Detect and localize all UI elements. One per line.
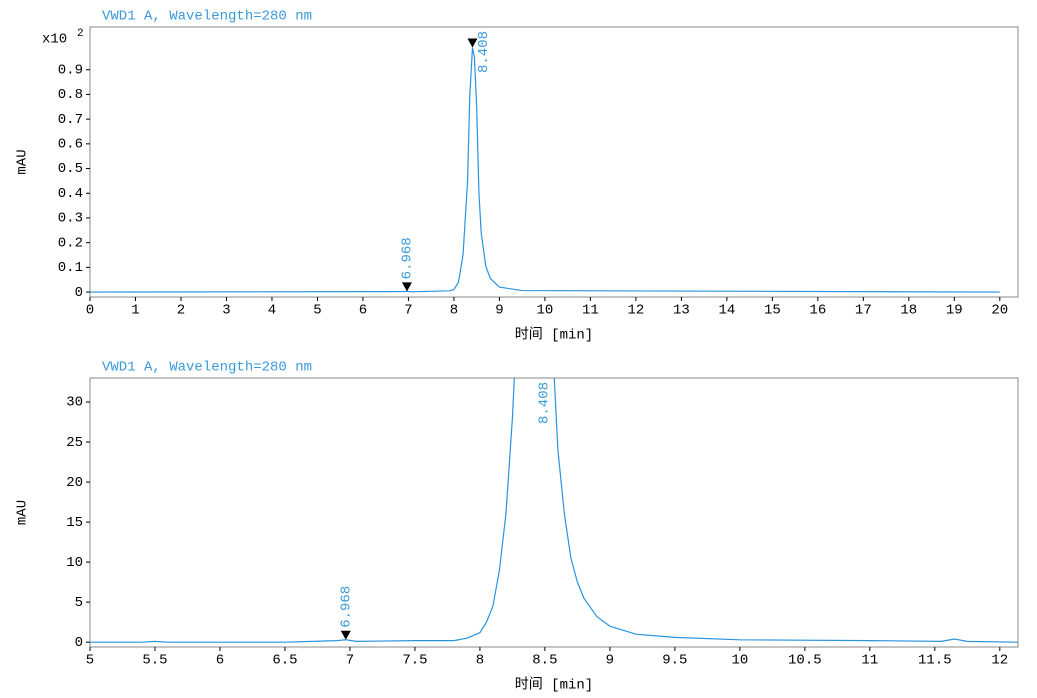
y-tick-label: 25 [66,435,83,451]
signal-line [90,47,1000,293]
x-tick-label: 8.5 [532,653,557,669]
y-tick-label: 15 [66,515,83,531]
peak-label: 6.968 [338,586,354,628]
y-tick-label: 0 [75,285,83,301]
y-tick-label: 0.1 [58,260,83,276]
x-tick-label: 3 [222,303,230,319]
x-tick-label: 14 [718,303,735,319]
x-tick-label: 5.5 [142,653,167,669]
x-tick-label: 6.5 [272,653,297,669]
y-tick-label: 0.3 [58,211,83,227]
x-tick-label: 9.5 [662,653,687,669]
x-tick-label: 0 [86,303,94,319]
chart-title: VWD1 A, Wavelength=280 nm [102,360,312,376]
x-tick-label: 4 [268,303,276,319]
x-tick-label: 16 [809,303,826,319]
x-tick-label: 20 [991,303,1008,319]
x-axis-label: 时间 [min] [515,677,593,694]
y-axis-label: mAU [15,149,31,174]
y-tick-label: 0.6 [58,137,83,153]
signal-line [90,378,1018,643]
plot-frame [89,377,1019,648]
x-tick-label: 10 [536,303,553,319]
y-tick-label: 0.7 [58,112,83,128]
peak-marker [340,630,351,640]
chart-title: VWD1 A, Wavelength=280 nm [102,9,312,25]
plot-frame [89,26,1019,298]
y-tick-label: 0.4 [58,186,83,202]
x-tick-label: 6 [216,653,224,669]
y-tick-label: 5 [75,595,83,611]
y-tick-label: 0 [75,635,83,651]
y-tick-label: 0.8 [58,87,83,103]
x-tick-label: 7 [404,303,412,319]
x-axis-label: 时间 [min] [515,327,593,344]
x-tick-label: 6 [359,303,367,319]
x-tick-label: 12 [627,303,644,319]
y-tick-label: 0.5 [58,161,83,177]
x-tick-label: 9 [495,303,503,319]
y-multiplier: x10 [42,32,67,48]
y-tick-label: 30 [66,395,83,411]
peak-label: 6.968 [400,237,416,279]
x-tick-label: 7.5 [402,653,427,669]
y-tick-label: 0.9 [58,62,83,78]
y-axis-label: mAU [15,500,31,525]
x-tick-label: 15 [764,303,781,319]
peak-label: 8.408 [476,31,492,73]
x-tick-label: 11 [861,653,878,669]
x-tick-label: 2 [177,303,185,319]
y-tick-label: 20 [66,475,83,491]
peak-marker [467,38,478,48]
x-tick-label: 10.5 [788,653,822,669]
peak-marker [401,282,412,292]
x-tick-label: 13 [673,303,690,319]
peak-label: 8.408 [537,382,553,424]
x-tick-label: 5 [313,303,321,319]
x-tick-label: 8 [450,303,458,319]
x-tick-label: 8 [476,653,484,669]
x-tick-label: 18 [900,303,917,319]
x-tick-label: 12 [991,653,1008,669]
chart: VWD1 A, Wavelength=280 nm mAU 时间 [min] x10 2… [15,9,1019,344]
x-tick-label: 10 [731,653,748,669]
x-tick-label: 1 [131,303,139,319]
x-tick-label: 5 [86,653,94,669]
x-tick-label: 11 [582,303,599,319]
y-tick-label: 0.2 [58,235,83,251]
y-multiplier-exp: 2 [77,28,84,40]
x-tick-label: 19 [946,303,963,319]
y-tick-label: 10 [66,555,83,571]
x-tick-label: 7 [346,653,354,669]
x-tick-label: 9 [606,653,614,669]
x-tick-label: 17 [855,303,872,319]
x-tick-label: 11.5 [918,653,952,669]
